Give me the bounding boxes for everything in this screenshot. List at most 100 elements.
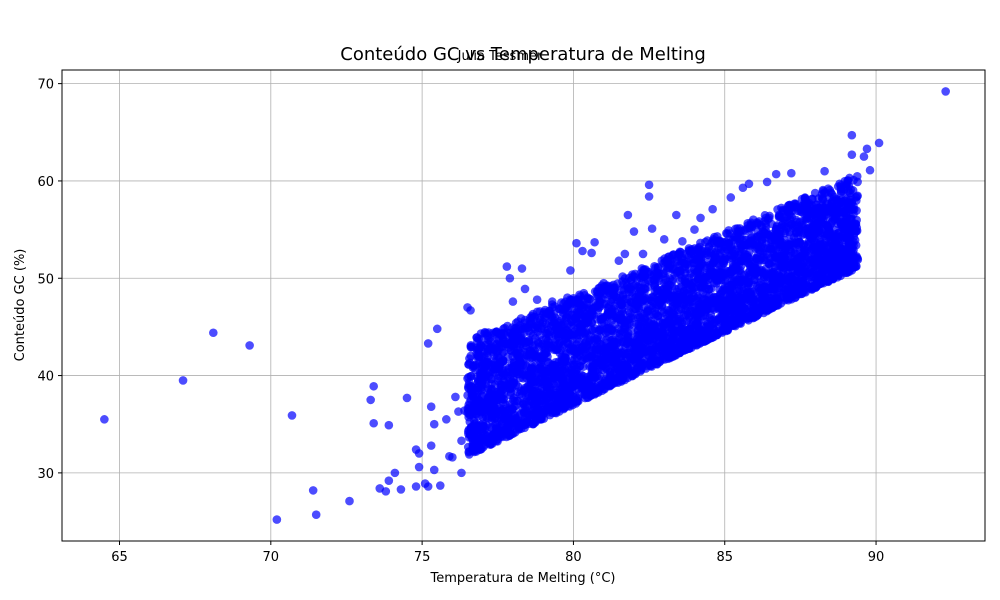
data-point bbox=[492, 387, 502, 397]
data-point bbox=[713, 238, 723, 247]
data-point bbox=[482, 397, 492, 407]
data-point bbox=[541, 347, 551, 356]
data-point bbox=[818, 253, 827, 263]
data-point bbox=[308, 486, 318, 495]
data-point bbox=[580, 309, 590, 319]
data-point bbox=[844, 241, 854, 251]
data-point bbox=[839, 196, 849, 205]
data-point bbox=[852, 171, 862, 181]
data-point bbox=[616, 299, 626, 308]
data-point bbox=[701, 261, 710, 271]
data-point bbox=[849, 232, 859, 242]
data-point bbox=[672, 257, 682, 266]
data-point bbox=[626, 282, 635, 292]
data-point bbox=[650, 306, 659, 316]
data-point bbox=[705, 313, 714, 323]
data-point bbox=[484, 371, 494, 381]
data-point bbox=[734, 303, 744, 313]
data-point bbox=[531, 351, 541, 361]
data-point bbox=[849, 222, 859, 232]
data-point bbox=[693, 296, 702, 305]
data-point bbox=[479, 352, 489, 361]
data-point bbox=[559, 305, 568, 314]
data-point bbox=[517, 264, 527, 273]
data-point bbox=[822, 220, 831, 230]
x-axis: 65 70 75 80 85 90 bbox=[111, 541, 884, 565]
data-point bbox=[520, 336, 530, 346]
data-point bbox=[489, 402, 498, 411]
data-point bbox=[480, 384, 490, 394]
data-point bbox=[765, 294, 775, 303]
data-point bbox=[545, 310, 555, 319]
data-point bbox=[423, 482, 433, 491]
data-point bbox=[643, 305, 653, 314]
data-point bbox=[505, 273, 515, 283]
data-point bbox=[594, 326, 604, 335]
data-point bbox=[655, 295, 665, 304]
y-tick-label: 60 bbox=[37, 175, 54, 190]
data-point bbox=[672, 210, 681, 220]
data-point bbox=[683, 328, 692, 338]
data-point bbox=[760, 268, 770, 278]
data-point bbox=[451, 392, 460, 402]
data-point bbox=[414, 462, 424, 472]
data-point bbox=[544, 318, 554, 328]
data-point bbox=[785, 205, 794, 214]
data-point bbox=[570, 350, 579, 359]
data-point bbox=[720, 271, 730, 280]
data-point bbox=[592, 292, 602, 301]
x-tick-label: 80 bbox=[565, 550, 582, 565]
data-point bbox=[659, 235, 669, 244]
data-point bbox=[723, 246, 733, 256]
data-point bbox=[708, 204, 717, 214]
data-point bbox=[806, 258, 816, 268]
data-point bbox=[287, 411, 297, 420]
chart-title: Conteúdo GC vs Temperatura de Melting bbox=[340, 44, 706, 65]
data-point bbox=[644, 192, 654, 201]
data-point bbox=[715, 265, 724, 274]
data-point bbox=[826, 202, 835, 212]
data-point bbox=[522, 409, 532, 418]
data-point bbox=[780, 247, 790, 257]
data-point bbox=[747, 238, 756, 248]
data-point bbox=[641, 357, 651, 366]
data-point bbox=[651, 356, 661, 366]
data-point bbox=[381, 487, 391, 496]
data-point bbox=[560, 353, 570, 362]
x-tick-label: 70 bbox=[263, 550, 280, 565]
data-point bbox=[755, 296, 764, 306]
data-point bbox=[647, 362, 656, 371]
data-point bbox=[630, 365, 640, 374]
grid-lines bbox=[62, 70, 985, 541]
data-point bbox=[782, 212, 792, 222]
data-point bbox=[721, 304, 731, 314]
data-point bbox=[684, 244, 694, 253]
data-point bbox=[636, 273, 645, 283]
data-point bbox=[345, 496, 354, 506]
data-point bbox=[587, 309, 597, 318]
data-point bbox=[554, 329, 564, 338]
data-point bbox=[509, 327, 519, 336]
data-point bbox=[513, 418, 522, 428]
data-point bbox=[503, 339, 513, 349]
data-point bbox=[605, 371, 615, 381]
data-point bbox=[572, 238, 581, 248]
data-point bbox=[828, 274, 838, 283]
data-point bbox=[630, 340, 639, 349]
data-point bbox=[466, 306, 475, 315]
data-point bbox=[739, 270, 749, 280]
data-point bbox=[469, 439, 479, 449]
data-point bbox=[711, 247, 720, 257]
data-point bbox=[841, 232, 851, 242]
data-point bbox=[623, 373, 633, 383]
data-point bbox=[820, 166, 829, 176]
data-point bbox=[543, 329, 552, 338]
y-axis-label: Conteúdo GC (%) bbox=[13, 249, 28, 362]
data-point bbox=[578, 246, 587, 256]
data-point bbox=[543, 340, 552, 350]
data-point bbox=[846, 185, 856, 195]
x-axis-label: Temperatura de Melting (°C) bbox=[430, 571, 616, 586]
data-point bbox=[569, 361, 579, 371]
data-point bbox=[520, 284, 530, 294]
data-point bbox=[272, 515, 282, 524]
